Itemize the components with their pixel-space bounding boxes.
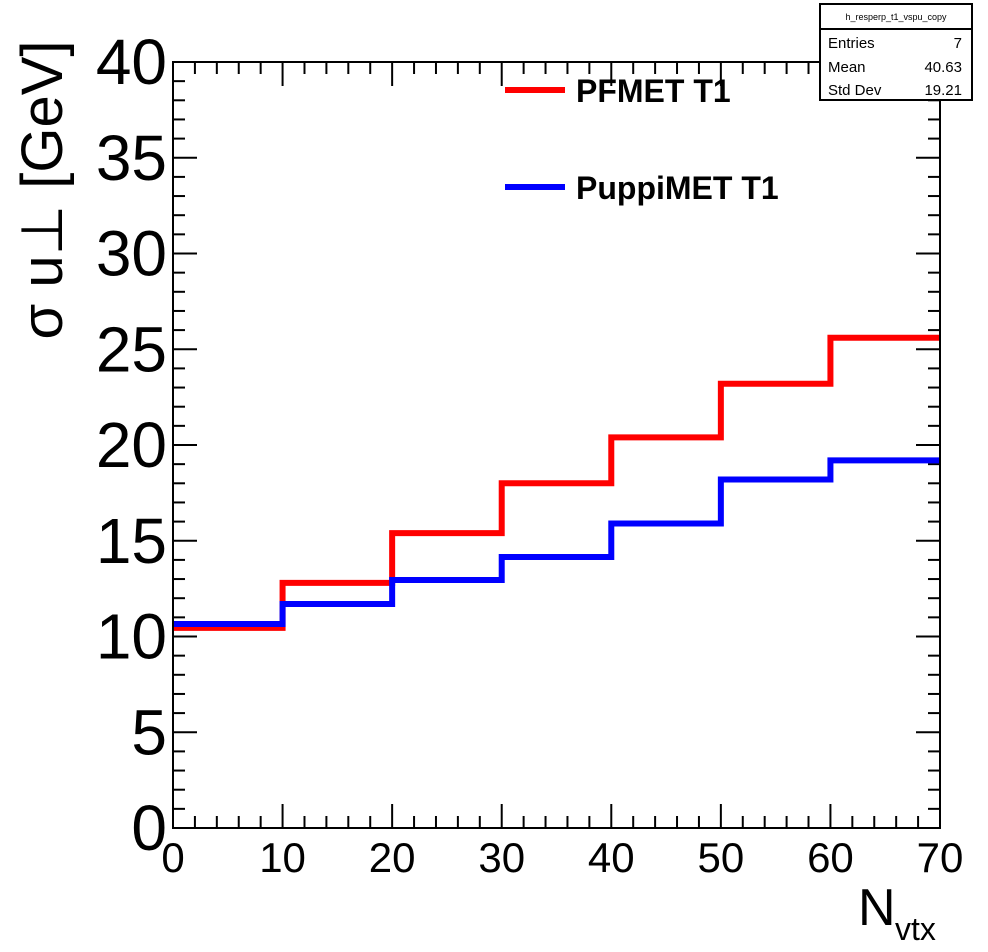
x-tick-label: 40 xyxy=(588,834,635,881)
stats-entries-label: Entries xyxy=(828,35,875,52)
y-tick-label: 5 xyxy=(131,696,167,768)
plot-frame xyxy=(172,61,941,829)
y-tick-label: 25 xyxy=(96,313,167,385)
stats-stddev-value: 19.21 xyxy=(924,82,962,99)
stats-mean-value: 40.63 xyxy=(924,59,962,76)
legend-label-pfmet: PFMET T1 xyxy=(576,73,731,109)
stats-box: h_resperp_t1_vspu_copy Entries 7 Mean 40… xyxy=(819,3,973,101)
legend-label-puppimet: PuppiMET T1 xyxy=(576,170,779,206)
series-line-puppimet xyxy=(173,457,940,628)
x-tick-label: 60 xyxy=(807,834,854,881)
y-tick-label: 35 xyxy=(96,122,167,194)
x-tick-label: 20 xyxy=(369,834,416,881)
stats-title: h_resperp_t1_vspu_copy xyxy=(845,12,947,22)
x-tick-label: 30 xyxy=(478,834,525,881)
stats-mean-label: Mean xyxy=(828,59,866,76)
y-tick-label: 15 xyxy=(96,505,167,577)
y-tick-label: 30 xyxy=(96,218,167,290)
y-axis-label: σ u⊥ [GeV] xyxy=(10,40,75,339)
stats-stddev-label: Std Dev xyxy=(828,82,882,99)
y-tick-label: 20 xyxy=(96,409,167,481)
x-tick-label: 0 xyxy=(161,834,184,881)
x-tick-label: 50 xyxy=(697,834,744,881)
stats-entries-value: 7 xyxy=(954,35,962,52)
y-tick-label: 10 xyxy=(96,601,167,673)
x-axis-label-subscript: vtx xyxy=(895,911,936,947)
series-line-pfmet xyxy=(173,334,940,631)
x-axis-label: N xyxy=(858,879,896,937)
x-tick-label: 70 xyxy=(917,834,964,881)
y-tick-label: 40 xyxy=(96,26,167,98)
x-tick-label: 10 xyxy=(259,834,306,881)
legend: PFMET T1 PuppiMET T1 xyxy=(505,73,779,206)
y-tick-label: 0 xyxy=(131,792,167,864)
